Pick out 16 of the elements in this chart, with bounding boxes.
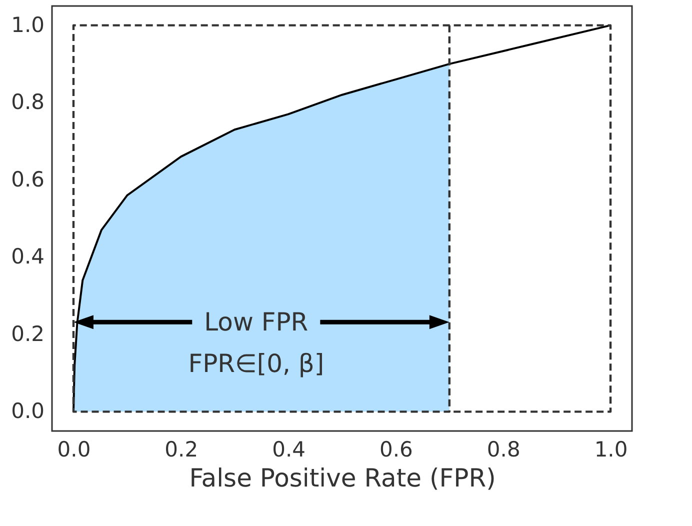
x-tick-label: 0.8: [486, 438, 520, 462]
y-tick-label: 0.6: [11, 167, 44, 192]
x-tick-label: 0.0: [57, 438, 91, 462]
x-tick-label: 1.0: [594, 438, 628, 462]
line-series: [72, 24, 612, 413]
x-tick-label: 0.4: [272, 438, 306, 462]
y-tick-label: 1.0: [11, 12, 44, 37]
annotation: Low FPR: [204, 308, 308, 337]
y-tick-label: 0.0: [11, 399, 44, 424]
y-tick-label: 0.2: [11, 322, 44, 346]
x-axis-title: False Positive Rate (FPR): [189, 464, 496, 492]
annotation: FPR∈[0, β]: [188, 348, 324, 378]
y-tick-label: 0.8: [11, 90, 44, 114]
y-tick-label: 0.4: [11, 244, 44, 269]
x-tick-label: 0.6: [380, 438, 413, 462]
x-tick-label: 0.2: [164, 438, 198, 462]
